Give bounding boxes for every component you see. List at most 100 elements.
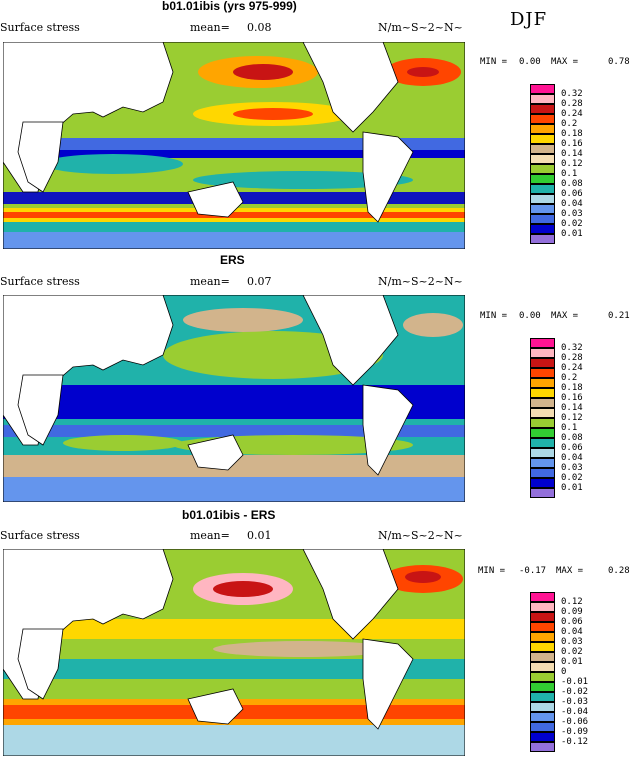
panel-3-max-value: 0.28 [608,566,630,576]
panel-2-max-value: 0.21 [608,311,630,321]
panel-2-min-value: 0.00 [519,311,541,321]
colorbar-level-label: 0.01 [561,229,583,239]
panel-3-mean-label: mean= [190,529,230,542]
panel-2-title: ERS [220,253,245,267]
colorbar-level-label: 0.14 [561,149,583,159]
colorbar-swatch [530,184,555,194]
colorbar-swatch [530,702,555,712]
panel-1-colorbar [530,84,555,244]
colorbar-level-label: 0.28 [561,353,583,363]
colorbar-swatch [530,672,555,682]
colorbar-level-label: 0.2 [561,373,578,383]
colorbar-level-label: 0.12 [561,159,583,169]
colorbar-swatch [530,662,555,672]
colorbar-swatch [530,652,555,662]
panel-3-mean-value: 0.01 [247,529,272,542]
colorbar-swatch [530,348,555,358]
colorbar-level-label: 0.09 [561,607,583,617]
panel-2-field: Surface stress [0,275,80,288]
colorbar-swatch [530,632,555,642]
colorbar-level-label: 0.28 [561,99,583,109]
panel-2-map-svg [3,295,465,502]
colorbar-swatch [530,438,555,448]
colorbar-level-label: 0 [561,667,567,677]
colorbar-swatch [530,368,555,378]
colorbar-swatch [530,468,555,478]
colorbar-level-label: -0.06 [561,717,589,727]
colorbar-level-label: 0.02 [561,219,583,229]
colorbar-swatch [530,124,555,134]
colorbar-level-label: -0.04 [561,707,589,717]
colorbar-level-label: 0.32 [561,343,583,353]
colorbar-swatch [530,94,555,104]
colorbar-level-label: 0.04 [561,453,583,463]
colorbar-level-label: 0.06 [561,189,583,199]
colorbar-swatch [530,722,555,732]
colorbar-swatch [530,488,555,498]
colorbar-level-label: 0.03 [561,637,583,647]
colorbar-swatch [530,408,555,418]
colorbar-level-label: 0.01 [561,657,583,667]
colorbar-swatch [530,592,555,602]
colorbar-level-label: 0.12 [561,597,583,607]
colorbar-swatch [530,692,555,702]
panel-3-max-label: MAX = [556,566,584,576]
panel-2-units: N/m~S~2~N~ [378,275,463,288]
colorbar-swatch [530,358,555,368]
panel-1-min-label: MIN = [480,57,508,67]
colorbar-swatch [530,338,555,348]
colorbar-swatch [530,234,555,244]
colorbar-level-label: 0.06 [561,443,583,453]
colorbar-swatch [530,204,555,214]
colorbar-level-label: 0.16 [561,139,583,149]
colorbar-level-label: 0.16 [561,393,583,403]
colorbar-level-label: 0.1 [561,169,578,179]
panel-1-map [3,42,465,249]
panel-1-max-value: 0.78 [608,57,630,67]
panel-1-mean-value: 0.08 [247,21,272,34]
colorbar-swatch [530,398,555,408]
colorbar-swatch [530,114,555,124]
colorbar-level-label: 0.1 [561,423,578,433]
colorbar-swatch [530,224,555,234]
colorbar-level-label: 0.04 [561,199,583,209]
panel-2-mean-value: 0.07 [247,275,272,288]
panel-1-field: Surface stress [0,21,80,34]
panel-1-map-svg [3,42,465,249]
season-label: DJF [510,9,548,30]
colorbar-swatch [530,458,555,468]
panel-3-min-value: -0.17 [519,566,547,576]
panel-1-max-label: MAX = [551,57,579,67]
panel-3-map-svg [3,549,465,756]
colorbar-swatch [530,682,555,692]
panel-3-colorbar [530,592,555,752]
colorbar-swatch [530,478,555,488]
colorbar-swatch [530,154,555,164]
colorbar-swatch [530,84,555,94]
colorbar-level-label: 0.08 [561,433,583,443]
colorbar-level-label: 0.24 [561,109,583,119]
colorbar-level-label: 0.18 [561,383,583,393]
colorbar-swatch [530,104,555,114]
colorbar-swatch [530,428,555,438]
panel-3-map [3,549,465,756]
colorbar-level-label: 0.08 [561,179,583,189]
colorbar-swatch [530,642,555,652]
colorbar-level-label: -0.12 [561,737,589,747]
colorbar-level-label: -0.02 [561,687,589,697]
panel-3-title: b01.01ibis - ERS [182,508,276,522]
colorbar-swatch [530,418,555,428]
panel-1-title: b01.01ibis (yrs 975-999) [162,0,297,13]
colorbar-swatch [530,378,555,388]
panel-3-min-label: MIN = [478,566,506,576]
colorbar-swatch [530,712,555,722]
colorbar-swatch [530,144,555,154]
panel-3-field: Surface stress [0,529,80,542]
colorbar-swatch [530,214,555,224]
colorbar-level-label: 0.2 [561,119,578,129]
panel-2-min-label: MIN = [480,311,508,321]
panel-2-map [3,295,465,502]
panel-2-mean-label: mean= [190,275,230,288]
colorbar-level-label: 0.14 [561,403,583,413]
panel-2-max-label: MAX = [551,311,579,321]
